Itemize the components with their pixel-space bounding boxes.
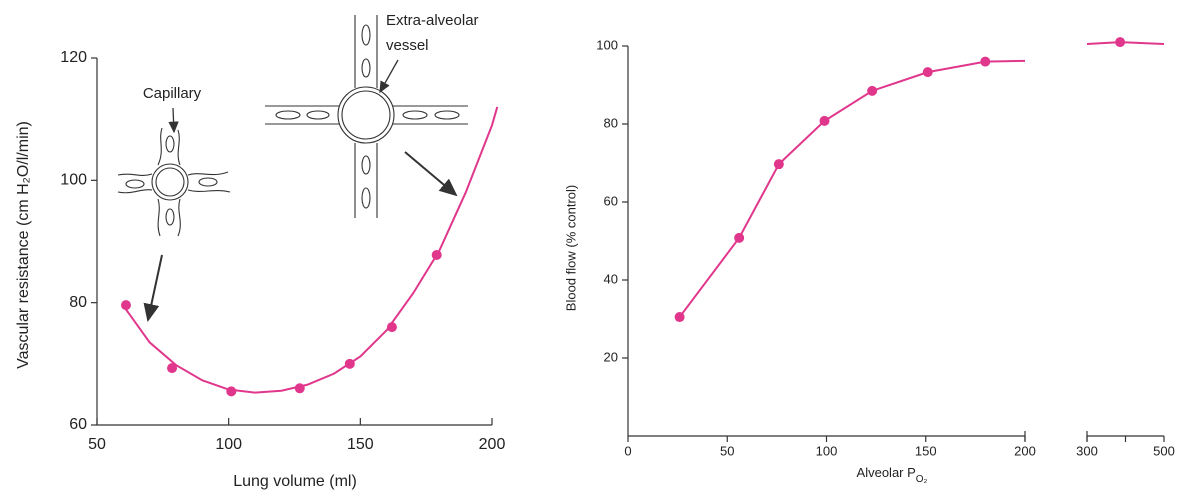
y-tick-label: 80 xyxy=(69,294,87,311)
extra-alveolar-diagram xyxy=(265,15,468,218)
x-axis-label: Alveolar PO₂ xyxy=(857,465,928,484)
x-tick-label: 150 xyxy=(915,443,937,458)
y-axis-label: Blood flow (% control) xyxy=(563,185,578,311)
x-tick-label: 0 xyxy=(624,443,631,458)
x-tick-label: 50 xyxy=(720,443,734,458)
point xyxy=(1115,37,1126,48)
point xyxy=(344,358,355,369)
x-tick-label: 100 xyxy=(816,443,838,458)
line xyxy=(1086,41,1165,46)
point xyxy=(980,56,991,67)
arrows xyxy=(143,59,458,322)
annotation: vessel xyxy=(386,37,429,54)
x-tick-label: 100 xyxy=(215,436,242,453)
x-axis-label-sub: O₂ xyxy=(916,474,928,485)
y-tick-label: 100 xyxy=(596,37,618,52)
point xyxy=(922,67,933,78)
x-axis-label-main: Alveolar P xyxy=(857,465,916,480)
point xyxy=(294,383,305,394)
x-tick-label: 200 xyxy=(1014,443,1036,458)
point xyxy=(386,322,397,333)
x-tick-label: 500 xyxy=(1153,443,1175,458)
y-axis-label: Vascular resistance (cm H₂O/l/min) xyxy=(15,121,32,369)
y-tick-label: 100 xyxy=(60,172,87,189)
point xyxy=(431,249,442,260)
capillary-diagram xyxy=(117,127,231,237)
annotation: Capillary xyxy=(143,85,202,102)
point xyxy=(674,312,685,323)
point xyxy=(167,363,178,374)
y-tick-label: 60 xyxy=(604,193,618,208)
y-tick-label: 40 xyxy=(604,271,618,286)
line xyxy=(122,106,499,394)
y-tick-label: 20 xyxy=(604,349,618,364)
x-tick-label: 200 xyxy=(479,436,506,453)
line xyxy=(678,59,1026,318)
point xyxy=(819,115,830,126)
point xyxy=(734,232,745,243)
x-tick-label: 150 xyxy=(347,436,374,453)
x-axis-label: Lung volume (ml) xyxy=(233,473,357,490)
x-tick-label: 50 xyxy=(88,436,106,453)
y-tick-label: 60 xyxy=(69,416,87,433)
point xyxy=(773,159,784,170)
x-tick-label: 300 xyxy=(1076,443,1098,458)
annotation: Extra-alveolar xyxy=(386,12,479,29)
y-tick-label: 120 xyxy=(60,49,87,66)
y-tick-label: 80 xyxy=(604,115,618,130)
point xyxy=(226,386,237,397)
point xyxy=(120,300,131,311)
point xyxy=(867,85,878,96)
